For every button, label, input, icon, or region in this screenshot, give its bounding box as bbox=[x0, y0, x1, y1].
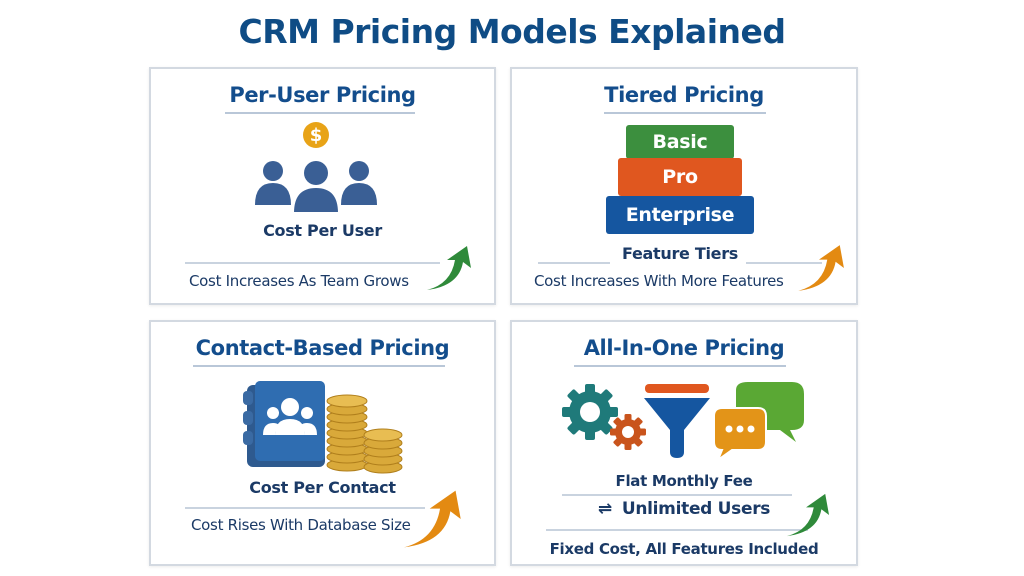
card-footer: Cost Increases With More Features bbox=[534, 272, 784, 290]
card-footer: Cost Rises With Database Size bbox=[191, 516, 411, 534]
equals-arrow-icon: ⇌ bbox=[597, 499, 612, 519]
card-title: Contact-Based Pricing bbox=[195, 336, 450, 360]
divider-right bbox=[746, 262, 822, 264]
green-up-arrow-icon bbox=[427, 246, 471, 290]
green-up-arrow-icon bbox=[786, 493, 830, 537]
feature-tiers-label: Feature Tiers bbox=[621, 244, 739, 263]
card-title: All-In-One Pricing bbox=[583, 336, 785, 360]
tier-enterprise: Enterprise bbox=[606, 196, 754, 234]
card-title: Per-User Pricing bbox=[229, 83, 416, 107]
tier-basic: Basic bbox=[626, 125, 734, 159]
orange-up-arrow-icon bbox=[798, 245, 844, 291]
gears-funnel-chat-icon bbox=[562, 382, 804, 460]
divider bbox=[185, 507, 425, 509]
title-underline bbox=[225, 112, 415, 114]
cost-per-user-label: Cost Per User bbox=[263, 221, 382, 240]
tier-pro: Pro bbox=[618, 158, 742, 196]
title-underline bbox=[574, 365, 786, 367]
title-underline bbox=[193, 365, 445, 367]
unlimited-users-row: ⇌ Unlimited Users bbox=[512, 499, 856, 519]
users-with-dollar-icon: $ bbox=[255, 122, 377, 214]
divider bbox=[546, 529, 808, 531]
card-all-in-one-pricing: All-In-One Pricing bbox=[510, 320, 858, 566]
cost-per-contact-label: Cost Per Contact bbox=[249, 478, 396, 497]
page-title: CRM Pricing Models Explained bbox=[238, 12, 787, 51]
card-footer: Cost Increases As Team Grows bbox=[189, 272, 409, 290]
card-per-user-pricing: Per-User Pricing $ Cost Per User Cost In… bbox=[149, 67, 496, 305]
card-contact-based-pricing: Contact-Based Pricing bbox=[149, 320, 496, 566]
divider bbox=[185, 262, 440, 264]
unlimited-users-label: Unlimited Users bbox=[621, 499, 771, 519]
card-tiered-pricing: Tiered Pricing Basic Pro Enterprise Feat… bbox=[510, 67, 858, 305]
card-footer: Fixed Cost, All Features Included bbox=[549, 540, 819, 558]
card-title: Tiered Pricing bbox=[604, 83, 764, 107]
divider bbox=[562, 494, 792, 496]
contact-book-with-coins-icon bbox=[243, 381, 403, 474]
flat-monthly-fee-label: Flat Monthly Fee bbox=[615, 472, 753, 490]
svg-text:$: $ bbox=[310, 125, 323, 146]
divider-left bbox=[538, 262, 610, 264]
orange-up-arrow-icon bbox=[403, 490, 461, 548]
title-underline bbox=[604, 112, 766, 114]
